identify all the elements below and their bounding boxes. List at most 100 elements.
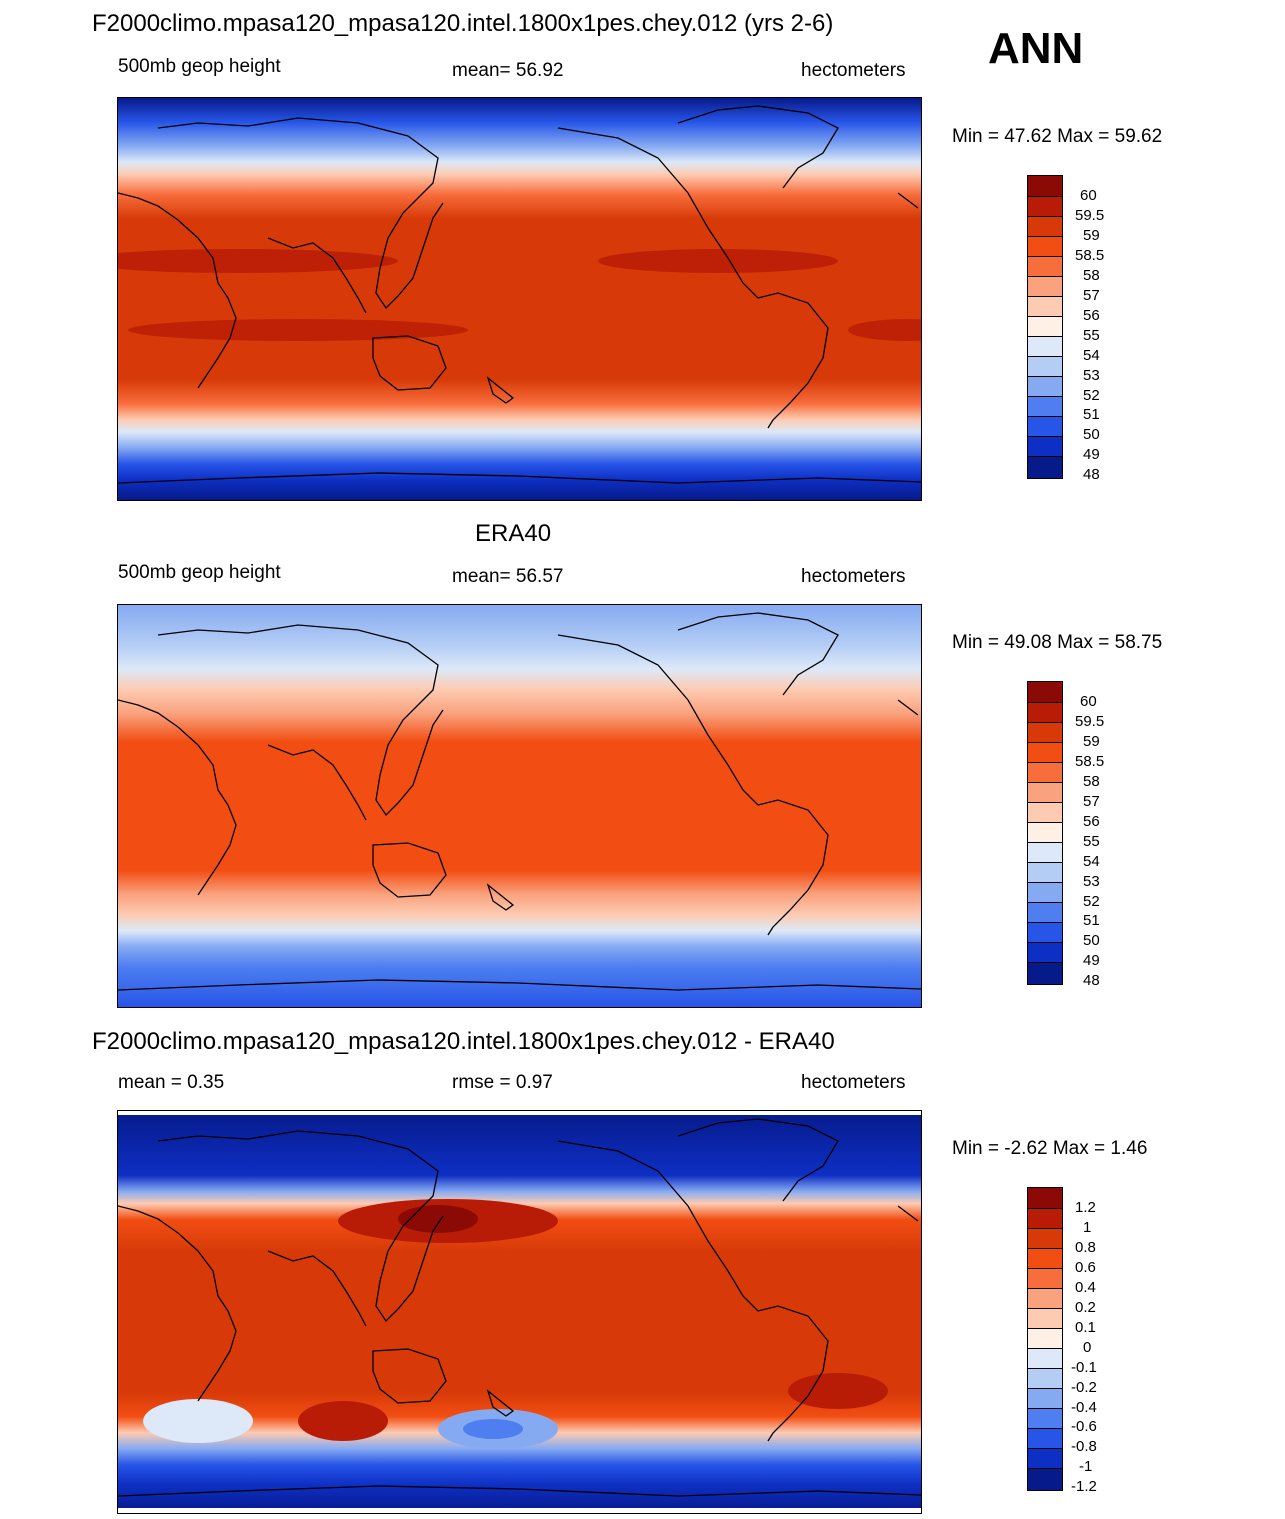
diff-cbar-label: 0 (1083, 1339, 1092, 1356)
panel-diff-rmse-label: rmse = 0.97 (452, 1072, 553, 1093)
obs-cbar-swatch-11 (1028, 903, 1062, 923)
obs-cbar-swatch-10 (1028, 883, 1062, 903)
model-cbar-swatch-5 (1028, 277, 1062, 297)
model-cbar-swatch-11 (1028, 397, 1062, 417)
diff-cbar-swatch-14 (1028, 1469, 1062, 1490)
diff-max-indian-ocean (298, 1401, 388, 1441)
model-cbar-swatch-3 (1028, 237, 1062, 257)
diff-coastlines (118, 1118, 921, 1497)
model-cbar-label: 51 (1083, 406, 1100, 423)
model-cbar-swatch-8 (1028, 337, 1062, 357)
diff-cbar-label: 0.2 (1075, 1299, 1096, 1316)
panel-model-units-label: hectometers (801, 60, 906, 81)
obs-cbar-swatch-1 (1028, 703, 1062, 723)
model-cbar-swatch-10 (1028, 377, 1062, 397)
diff-bottom-edge (118, 1508, 921, 1513)
model-cbar-label: 49 (1083, 446, 1100, 463)
diff-cbar-label: 0.1 (1075, 1319, 1096, 1336)
model-field (118, 98, 921, 500)
obs-cbar-label: 55 (1083, 833, 1100, 850)
diff-cbar-swatch-13 (1028, 1449, 1062, 1469)
obs-cbar-swatch-0 (1028, 682, 1062, 703)
diff-min-south-atlantic-west (143, 1399, 253, 1443)
diff-min-core (463, 1419, 523, 1439)
diff-cbar-label: -0.4 (1071, 1399, 1097, 1416)
model-cbar-label: 56 (1083, 307, 1100, 324)
model-cbar-label: 59.5 (1075, 207, 1105, 224)
obs-cbar-label: 50 (1083, 932, 1100, 949)
diff-field (118, 1111, 921, 1513)
model-cbar-label: 48 (1083, 466, 1100, 483)
panel-diff-map (117, 1110, 922, 1514)
model-cbar-label: 58.5 (1075, 247, 1105, 264)
panel-model-map-svg (118, 98, 921, 500)
obs-cbar-swatch-3 (1028, 743, 1062, 763)
obs-cbar-swatch-6 (1028, 803, 1062, 823)
panel-model-title: F2000climo.mpasa120_mpasa120.intel.1800x… (92, 10, 834, 37)
diff-cbar-label: 0.4 (1075, 1279, 1096, 1296)
model-cbar-swatch-7 (1028, 317, 1062, 337)
panel-diff-mean-label: mean = 0.35 (118, 1072, 225, 1093)
panel-obs-mean-label: mean= 56.57 (452, 566, 564, 587)
obs-cbar-label: 59 (1083, 733, 1100, 750)
model-max-band-north-east (598, 249, 838, 273)
panel-model-mean-label: mean= 56.92 (452, 60, 564, 81)
model-cbar-label: 58 (1083, 267, 1100, 284)
panel-diff-minmax: Min = -2.62 Max = 1.46 (952, 1138, 1148, 1159)
obs-cbar-swatch-7 (1028, 823, 1062, 843)
obs-cbar-label: 59.5 (1075, 713, 1105, 730)
obs-field (118, 605, 921, 1007)
model-cbar-label: 53 (1083, 367, 1100, 384)
model-cbar-swatch-0 (1028, 176, 1062, 197)
obs-cbar-label: 49 (1083, 952, 1100, 969)
obs-cbar-label: 58.5 (1075, 753, 1105, 770)
obs-cbar-label: 52 (1083, 893, 1100, 910)
model-cbar-label: 59 (1083, 227, 1100, 244)
obs-cbar-swatch-2 (1028, 723, 1062, 743)
diff-cbar-label: -0.1 (1071, 1359, 1097, 1376)
obs-cbar-swatch-4 (1028, 763, 1062, 783)
obs-cbar-label: 48 (1083, 972, 1100, 989)
obs-cbar-swatch-9 (1028, 863, 1062, 883)
obs-cbar-swatch-8 (1028, 843, 1062, 863)
model-cbar-label: 54 (1083, 347, 1100, 364)
diff-cbar-swatch-12 (1028, 1429, 1062, 1449)
diff-max-south-atlantic (788, 1373, 888, 1409)
panel-obs-variable-label: 500mb geop height (118, 562, 281, 583)
diff-cbar-swatch-4 (1028, 1269, 1062, 1289)
diff-cbar-label: 1 (1083, 1219, 1092, 1236)
panel-obs-title: ERA40 (475, 520, 552, 547)
diff-cbar-swatch-2 (1028, 1229, 1062, 1249)
diff-cbar-label: -0.6 (1071, 1418, 1097, 1435)
panel-diff-map-svg (118, 1111, 921, 1513)
panel-diff-title: F2000climo.mpasa120_mpasa120.intel.1800x… (92, 1028, 835, 1055)
obs-cbar-label: 57 (1083, 793, 1100, 810)
obs-cbar-label: 56 (1083, 813, 1100, 830)
model-cbar-label: 52 (1083, 387, 1100, 404)
diff-cbar-swatch-5 (1028, 1289, 1062, 1309)
diff-cbar-label: -1.2 (1071, 1478, 1097, 1495)
panel-obs-minmax: Min = 49.08 Max = 58.75 (952, 632, 1163, 653)
panel-obs-colorbar (1027, 681, 1063, 985)
model-cbar-swatch-1 (1028, 197, 1062, 217)
panel-diff-colorbar (1027, 1187, 1063, 1491)
model-coastlines (118, 105, 921, 484)
season-label: ANN (988, 24, 1084, 73)
diff-cbar-swatch-3 (1028, 1249, 1062, 1269)
diff-cbar-swatch-11 (1028, 1409, 1062, 1429)
model-cbar-swatch-13 (1028, 437, 1062, 457)
panel-model-map (117, 97, 922, 501)
diff-cbar-label: -0.8 (1071, 1438, 1097, 1455)
model-cbar-label: 55 (1083, 327, 1100, 344)
panel-obs-units-label: hectometers (801, 566, 906, 587)
diff-cbar-label: 0.8 (1075, 1239, 1096, 1256)
panel-obs-map (117, 604, 922, 1008)
obs-cbar-swatch-13 (1028, 943, 1062, 963)
obs-cbar-label: 53 (1083, 873, 1100, 890)
diff-cbar-swatch-0 (1028, 1188, 1062, 1209)
obs-cbar-swatch-12 (1028, 923, 1062, 943)
panel-model-minmax: Min = 47.62 Max = 59.62 (952, 126, 1163, 147)
diff-top-edge (118, 1111, 921, 1115)
diff-cbar-swatch-6 (1028, 1309, 1062, 1329)
panel-obs-map-svg (118, 605, 921, 1007)
